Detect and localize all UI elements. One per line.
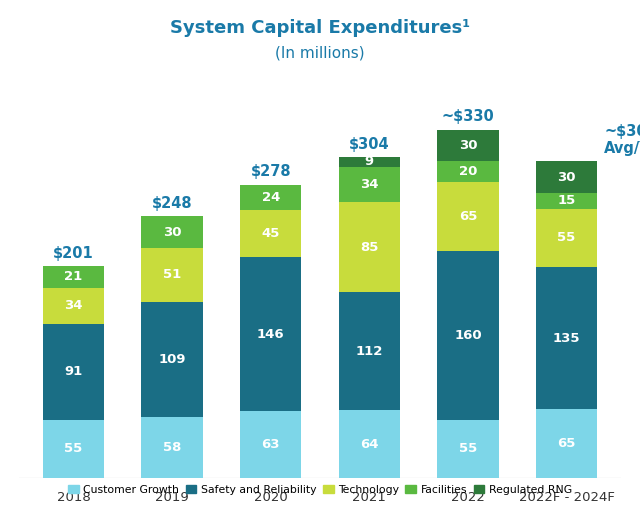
Text: 64: 64 [360, 438, 379, 451]
Text: 15: 15 [557, 194, 576, 208]
Bar [536, 161, 597, 193]
Text: 2020: 2020 [254, 491, 287, 503]
Text: ~$330: ~$330 [442, 109, 494, 124]
Bar [43, 420, 104, 478]
Bar [536, 209, 597, 267]
Text: 45: 45 [262, 227, 280, 240]
Text: 30: 30 [557, 170, 576, 184]
Bar [437, 161, 499, 183]
Text: $278: $278 [250, 164, 291, 179]
Text: 51: 51 [163, 268, 181, 281]
Bar [437, 251, 499, 420]
Text: 21: 21 [64, 270, 83, 284]
Bar [339, 410, 400, 478]
Bar [536, 193, 597, 209]
Text: 30: 30 [163, 226, 181, 238]
Bar [141, 302, 203, 417]
Text: 2018: 2018 [56, 491, 90, 503]
Bar [536, 267, 597, 409]
Text: 63: 63 [261, 438, 280, 451]
Text: 55: 55 [64, 442, 83, 456]
Text: 2021: 2021 [353, 491, 387, 503]
Text: 20: 20 [459, 165, 477, 178]
Text: 160: 160 [454, 329, 482, 342]
Bar [339, 202, 400, 292]
Bar [339, 292, 400, 410]
Text: ~$300
Avg/Yr: ~$300 Avg/Yr [604, 124, 640, 156]
Bar [437, 420, 499, 478]
Text: 91: 91 [64, 365, 83, 379]
Text: 34: 34 [360, 178, 379, 191]
Bar [437, 183, 499, 251]
Text: 55: 55 [557, 232, 576, 244]
Text: 2019: 2019 [155, 491, 189, 503]
Bar [437, 130, 499, 161]
Text: 135: 135 [553, 331, 580, 345]
Bar [43, 324, 104, 420]
Text: 24: 24 [262, 191, 280, 204]
Text: $201: $201 [53, 245, 94, 261]
Text: $248: $248 [152, 196, 193, 211]
Bar [240, 185, 301, 210]
Bar [43, 288, 104, 324]
Text: 65: 65 [459, 210, 477, 223]
Text: 85: 85 [360, 241, 378, 254]
Legend: Customer Growth, Safety and Reliability, Technology, Facilities, Regulated RNG: Customer Growth, Safety and Reliability,… [64, 481, 576, 499]
Text: 30: 30 [459, 139, 477, 152]
Text: 65: 65 [557, 437, 576, 450]
Text: 34: 34 [64, 299, 83, 312]
Bar [240, 258, 301, 412]
Text: System Capital Expenditures¹: System Capital Expenditures¹ [170, 19, 470, 37]
Text: 2022: 2022 [451, 491, 485, 503]
Text: 146: 146 [257, 328, 285, 341]
Bar [339, 157, 400, 167]
Bar [339, 167, 400, 202]
Text: 112: 112 [356, 345, 383, 358]
Text: 9: 9 [365, 156, 374, 168]
Bar [141, 417, 203, 478]
Text: (In millions): (In millions) [275, 45, 365, 60]
Bar [141, 216, 203, 248]
Bar [240, 412, 301, 478]
Bar [536, 409, 597, 478]
Bar [141, 248, 203, 302]
Text: 2022F - 2024F: 2022F - 2024F [518, 491, 614, 503]
Text: $304: $304 [349, 137, 390, 152]
Text: 55: 55 [459, 442, 477, 456]
Bar [43, 266, 104, 288]
Text: 109: 109 [158, 353, 186, 366]
Text: 58: 58 [163, 441, 181, 454]
Bar [240, 210, 301, 258]
